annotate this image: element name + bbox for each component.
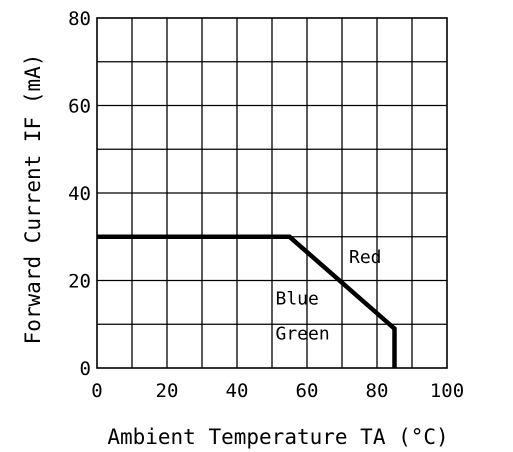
x-tick-label: 100 — [430, 380, 464, 402]
annotation-blue: Blue — [276, 289, 319, 310]
x-tick-label: 0 — [91, 380, 102, 402]
x-tick-label: 20 — [156, 380, 179, 402]
derating-curve-line — [97, 234, 397, 368]
y-axis-label: Forward Current IF (mA) — [21, 54, 45, 345]
plot-frame — [96, 17, 448, 369]
annotation-red: Red — [349, 247, 382, 268]
grid — [97, 18, 447, 368]
y-tick-label: 60 — [68, 96, 91, 118]
y-tick-label: 40 — [68, 183, 91, 205]
x-tick-labels: 0 20 40 60 80 100 — [91, 380, 464, 402]
y-tick-label: 20 — [68, 271, 91, 293]
y-tick-labels: 0 20 40 60 80 — [68, 8, 91, 380]
y-tick-label: 80 — [68, 8, 91, 30]
series-group — [97, 234, 397, 368]
y-tick-label: 0 — [80, 358, 91, 380]
annotations: Red Blue Green — [276, 247, 382, 345]
x-tick-label: 80 — [366, 380, 389, 402]
x-tick-label: 60 — [296, 380, 319, 402]
x-axis-label: Ambient Temperature TA (°C) — [107, 425, 448, 449]
annotation-green: Green — [276, 324, 330, 345]
x-tick-label: 40 — [226, 380, 249, 402]
